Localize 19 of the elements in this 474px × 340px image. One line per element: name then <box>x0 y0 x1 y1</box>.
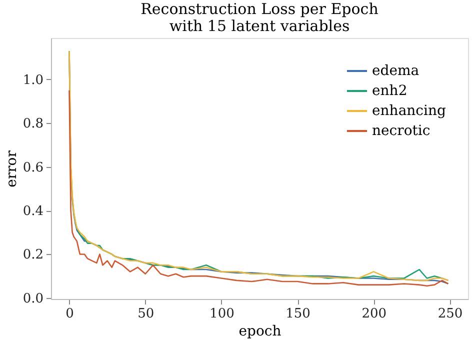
x-axis-title: epoch <box>238 324 282 340</box>
y-tick-label: 0.0 <box>22 291 44 306</box>
chart-title: Reconstruction Loss per Epoch with 15 latent variables <box>140 0 379 35</box>
y-tick-label: 1.0 <box>22 73 44 88</box>
y-tick-label: 0.8 <box>22 116 44 132</box>
x-tick-label: 50 <box>138 306 154 322</box>
y-tick-label: 0.4 <box>22 204 44 220</box>
x-tick-label: 150 <box>286 306 310 322</box>
legend-label: enh2 <box>372 83 408 99</box>
y-tick-label: 0.2 <box>22 248 44 263</box>
x-tick-label: 200 <box>362 306 387 322</box>
x-tick-label: 250 <box>438 306 463 322</box>
legend-label: necrotic <box>372 123 430 139</box>
legend-label: enhancing <box>372 103 446 119</box>
y-tick-label: 0.6 <box>22 160 44 176</box>
x-tick-label: 0 <box>66 306 74 322</box>
y-axis-title: error <box>4 150 20 188</box>
legend-label: edema <box>372 63 420 79</box>
x-tick-label: 100 <box>210 306 234 322</box>
